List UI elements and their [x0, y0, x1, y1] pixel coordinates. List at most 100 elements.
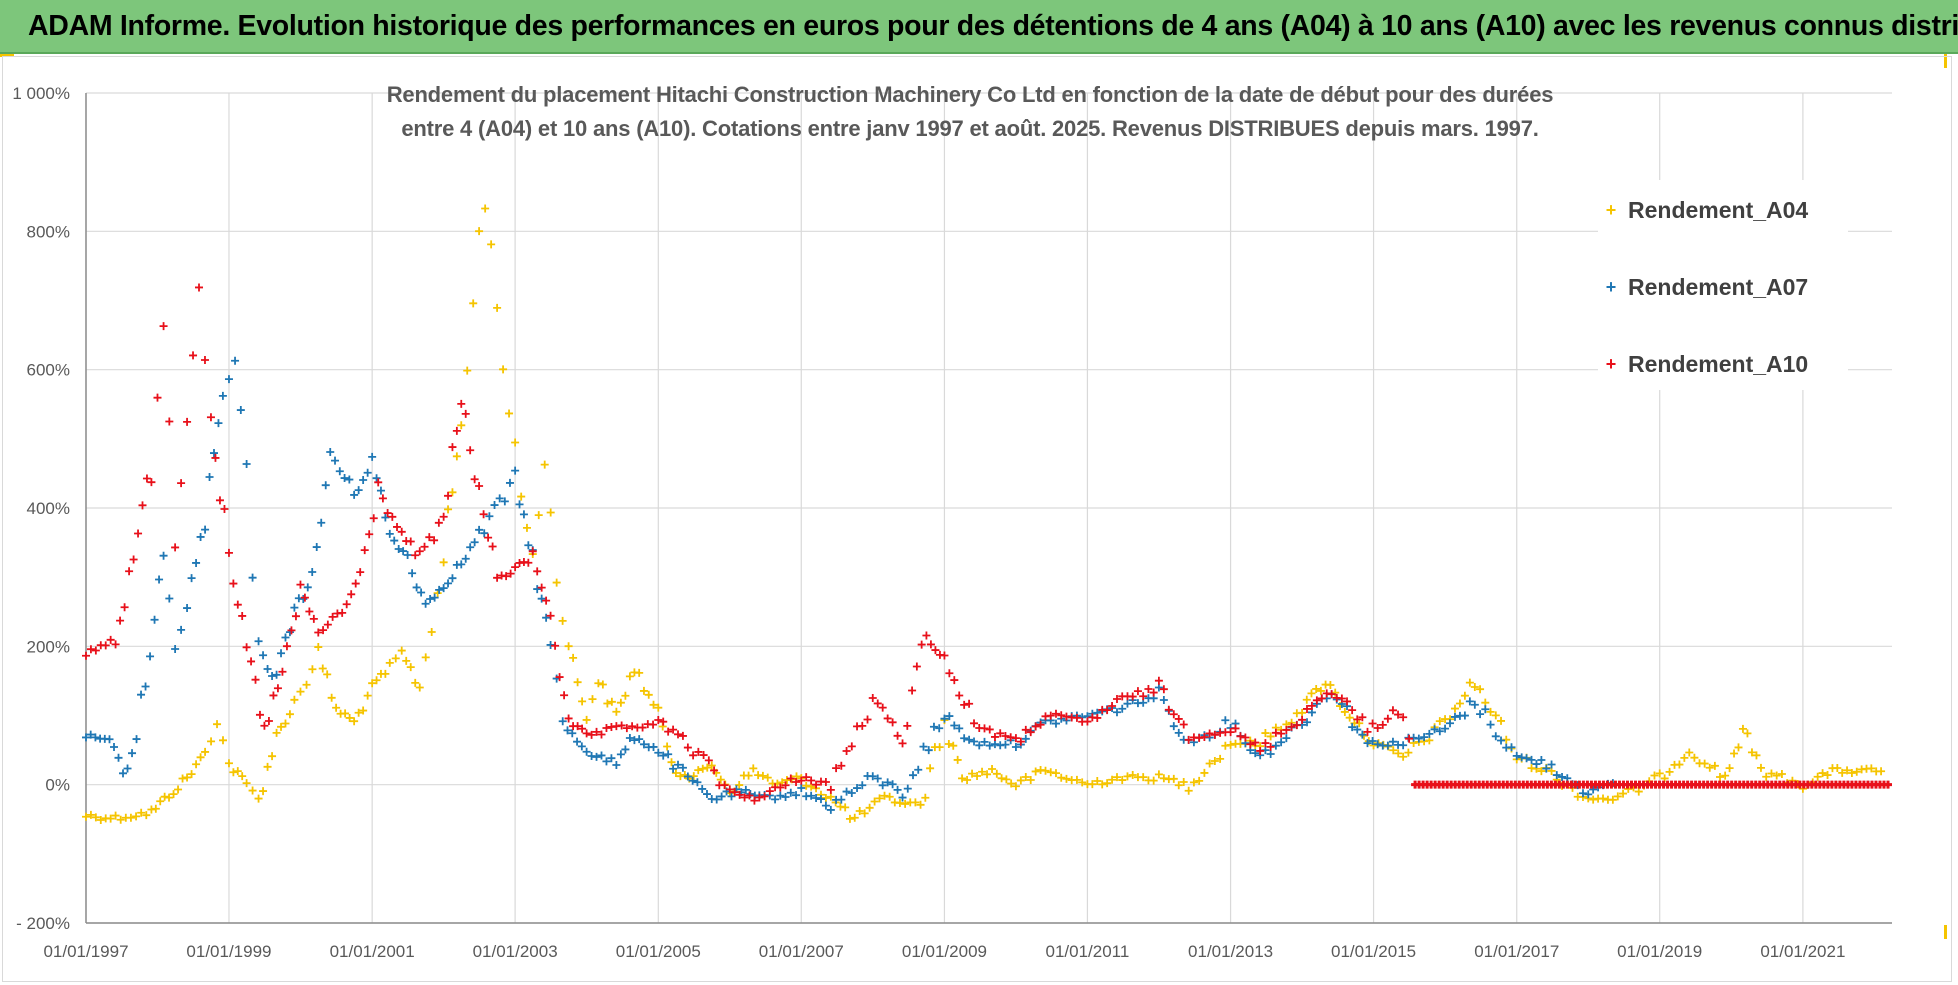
data-point	[480, 529, 489, 538]
data-point	[533, 567, 542, 576]
data-point	[582, 729, 591, 738]
data-point	[621, 745, 630, 754]
data-point	[781, 792, 790, 801]
data-point	[1388, 706, 1397, 715]
data-point	[174, 785, 183, 794]
data-point	[448, 443, 457, 452]
data-point	[1312, 696, 1321, 705]
data-point	[926, 640, 935, 649]
data-point	[303, 583, 312, 592]
data-point	[296, 687, 305, 696]
data-point	[385, 658, 394, 667]
data-point	[1589, 785, 1598, 794]
data-point	[735, 790, 744, 799]
data-point	[1088, 780, 1097, 789]
data-point	[114, 753, 123, 762]
data-point	[272, 670, 281, 679]
data-point	[195, 283, 204, 292]
data-point	[965, 699, 974, 708]
data-point	[439, 512, 448, 521]
data-point	[1093, 713, 1102, 722]
data-point	[1159, 695, 1168, 704]
data-point	[111, 811, 120, 820]
data-point	[211, 453, 220, 462]
data-point	[1200, 768, 1209, 777]
data-point	[1246, 740, 1255, 749]
x-tick-label: 01/01/2011	[1046, 942, 1130, 961]
data-point	[397, 646, 406, 655]
data-point	[1507, 743, 1516, 752]
data-point	[698, 784, 707, 793]
data-point	[1532, 760, 1541, 769]
data-point	[411, 678, 420, 687]
data-point	[1266, 750, 1275, 759]
data-point	[903, 784, 912, 793]
data-point	[219, 736, 228, 745]
data-point	[218, 391, 227, 400]
data-point	[577, 742, 586, 751]
data-point	[842, 787, 851, 796]
data-point	[1358, 713, 1367, 722]
data-point	[534, 511, 543, 520]
data-point	[741, 785, 750, 794]
data-point	[277, 649, 286, 658]
data-point	[385, 529, 394, 538]
data-point	[335, 467, 344, 476]
data-point	[602, 757, 611, 766]
data-point	[639, 686, 648, 695]
data-point	[1584, 790, 1593, 799]
data-point	[1425, 729, 1434, 738]
data-point	[992, 769, 1001, 778]
data-point	[1261, 729, 1270, 738]
data-point	[360, 546, 369, 555]
data-point	[171, 644, 180, 653]
data-point	[1103, 706, 1112, 715]
data-point	[973, 771, 982, 780]
data-point	[466, 543, 475, 552]
data-point	[1843, 766, 1852, 775]
data-point	[873, 774, 882, 783]
data-point	[710, 766, 719, 775]
series-Rendement_A04	[82, 204, 1886, 824]
data-point	[481, 204, 490, 213]
data-point	[1527, 755, 1536, 764]
legend-label-a10: Rendement_A10	[1628, 350, 1809, 377]
data-point	[1123, 772, 1132, 781]
data-point	[457, 421, 466, 430]
data-point	[597, 751, 606, 760]
legend-item-a07: + Rendement_A07	[1598, 267, 1809, 307]
data-point	[1634, 787, 1643, 796]
data-point	[138, 501, 147, 510]
y-tick-label: - 200%	[16, 914, 70, 933]
data-point	[290, 695, 299, 704]
data-point	[1589, 795, 1598, 804]
data-point	[412, 583, 421, 592]
data-point	[1118, 776, 1127, 785]
data-point	[254, 794, 263, 803]
data-point	[415, 547, 424, 556]
data-point	[165, 793, 174, 802]
data-point	[537, 594, 546, 603]
data-point	[1221, 716, 1230, 725]
data-point	[318, 664, 327, 673]
data-point	[755, 793, 764, 802]
data-point	[126, 813, 135, 822]
data-point	[821, 777, 830, 786]
data-point	[558, 717, 567, 726]
data-point	[444, 579, 453, 588]
data-point	[935, 743, 944, 752]
data-point	[841, 803, 850, 812]
data-point	[1226, 728, 1235, 737]
data-point	[558, 616, 567, 625]
data-point	[338, 608, 347, 617]
x-tick-label: 01/01/2021	[1760, 942, 1845, 961]
data-point	[1486, 720, 1495, 729]
data-point	[1189, 778, 1198, 787]
data-point	[147, 478, 156, 487]
series-Rendement_A07	[82, 356, 1617, 814]
data-point	[845, 814, 854, 823]
data-point	[1331, 688, 1340, 697]
data-point	[909, 771, 918, 780]
data-point	[1552, 771, 1561, 780]
x-tick-label: 01/01/2009	[902, 942, 987, 961]
